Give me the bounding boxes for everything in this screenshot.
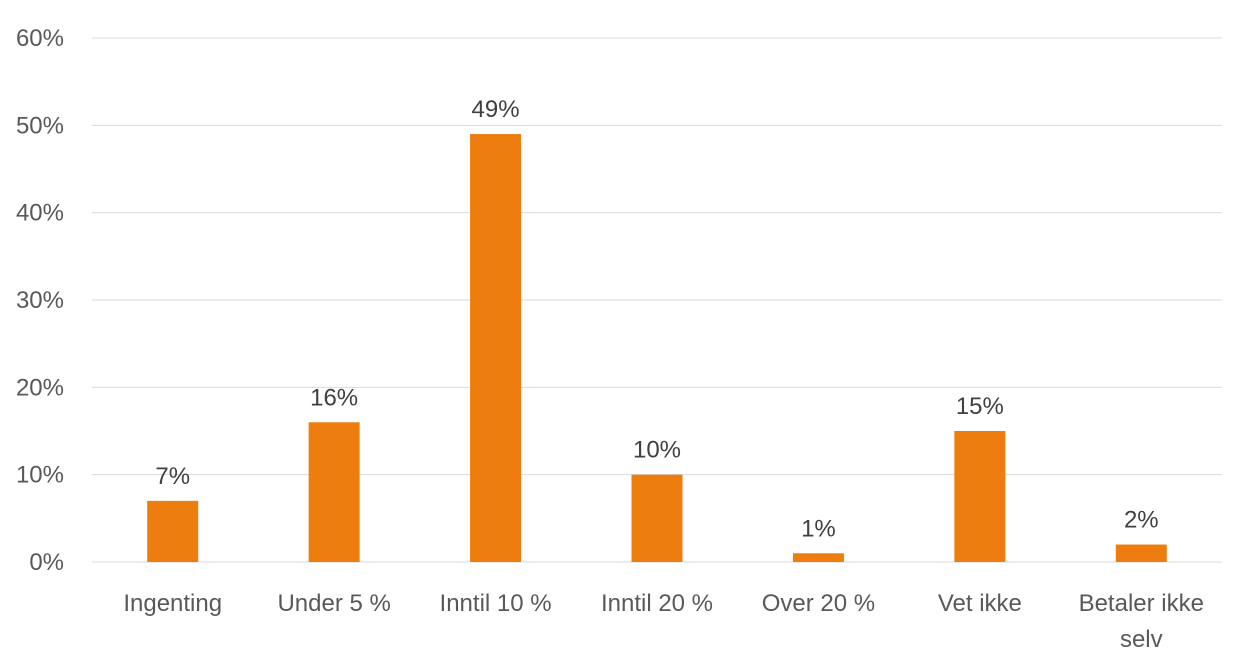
bar (1115, 544, 1167, 562)
y-tick-label: 60% (16, 25, 64, 52)
data-label: 7% (155, 463, 190, 490)
data-label: 10% (633, 437, 681, 464)
category-label: Ingenting (123, 590, 222, 617)
bar (792, 553, 844, 562)
category-label: selv (1120, 626, 1163, 653)
data-label: 16% (310, 384, 358, 411)
bar (954, 431, 1006, 562)
y-axis-ticks: 0% 10% 20% 30% 40% 50% 60% (16, 25, 64, 576)
y-tick-label: 40% (16, 200, 64, 227)
data-label: 2% (1124, 507, 1159, 534)
bars (147, 134, 1167, 563)
y-tick-label: 30% (16, 287, 64, 314)
category-label: Vet ikke (938, 590, 1022, 617)
y-tick-label: 10% (16, 462, 64, 489)
category-label: Over 20 % (762, 590, 875, 617)
category-label: Inntil 20 % (601, 590, 713, 617)
y-tick-label: 50% (16, 112, 64, 139)
y-tick-label: 20% (16, 374, 64, 401)
y-tick-label: 0% (29, 549, 64, 576)
bar (308, 422, 360, 562)
category-label: Betaler ikke (1079, 590, 1204, 617)
data-label: 1% (801, 515, 836, 542)
data-label: 49% (472, 96, 520, 123)
data-label: 15% (956, 393, 1004, 420)
bar (470, 134, 522, 563)
gridlines (92, 37, 1222, 563)
x-axis-categories: Ingenting Under 5 % Inntil 10 % Inntil 20 %… (123, 590, 1204, 653)
category-label: Inntil 10 % (440, 590, 552, 617)
bar (631, 474, 683, 562)
data-labels: 7% 16% 49% 10% 1% 15% 2% (155, 96, 1158, 542)
category-label: Under 5 % (277, 590, 390, 617)
bar (147, 500, 199, 562)
